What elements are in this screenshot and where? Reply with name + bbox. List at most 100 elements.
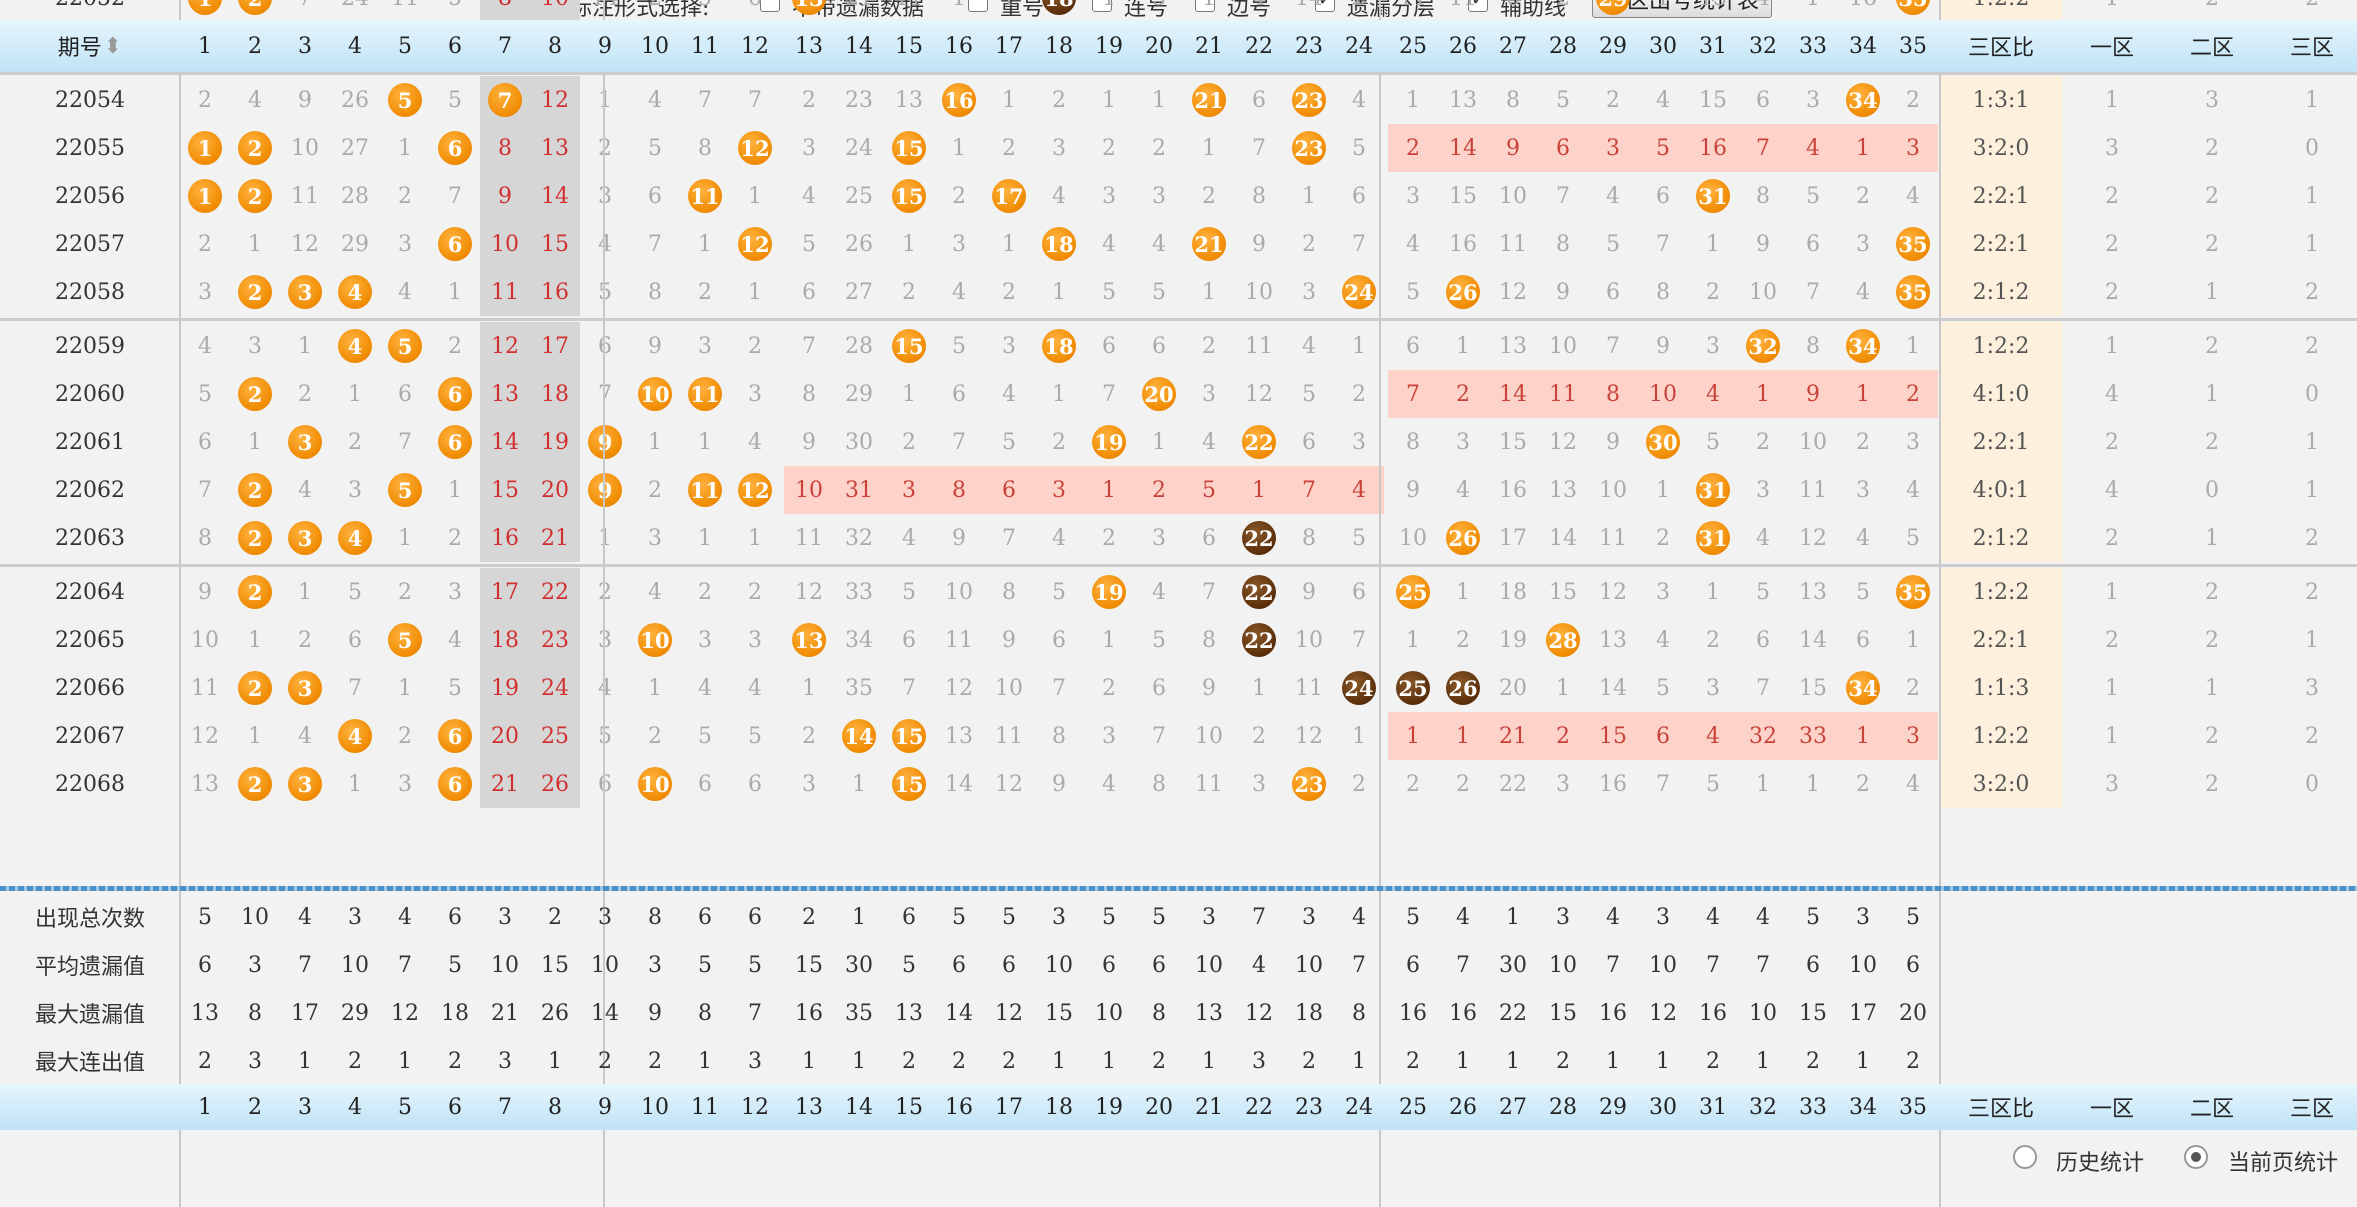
omission-value: 1 [1002,0,1016,11]
omission-value: 6 [1052,627,1066,653]
issue-header[interactable]: 期号 ⬍ [0,20,180,72]
omission-value: 30 [845,429,873,455]
omission-value: 10 [1549,333,1577,359]
drawn-number-ball: 12 [738,473,772,507]
number-cell: 2 [280,370,330,418]
number-cell: 10 [630,370,680,418]
drawn-number-ball: 2 [238,671,272,705]
toolbar-checkbox[interactable] [1315,0,1335,12]
number-cell: 2 [230,268,280,316]
omission-value: 4 [298,477,312,503]
toolbar-option-label[interactable]: 连号 [1124,0,1169,20]
zone-count: 1 [2105,87,2119,113]
toolbar-checkbox[interactable] [760,0,780,12]
number-cell: 7 [1788,268,1838,316]
omission-value: 5 [1102,279,1116,305]
omission-value: 6 [1202,525,1216,551]
omission-value: 5 [1002,429,1016,455]
sort-icon[interactable]: ⬍ [103,33,123,59]
drawn-number-ball: 34 [1846,671,1880,705]
toolbar-option-label[interactable]: 重号 [1000,0,1045,20]
number-cell: 34 [834,616,884,664]
history-stats-label[interactable]: 历史统计 [2056,1151,2145,1176]
drawn-number-ball: 35 [1896,275,1930,309]
number-cell: 22 [1488,760,1538,808]
toolbar-option-label[interactable]: 边号 [1227,0,1272,20]
drawn-number-ball: 35 [1896,227,1930,261]
number-cell: 5 [1334,514,1384,562]
number-cell: 6 [1334,568,1384,616]
number-header: 1 [198,33,212,59]
omission-value: 33 [845,579,873,605]
current-page-stats-label[interactable]: 当前页统计 [2228,1151,2339,1176]
omission-value: 3 [1706,675,1720,701]
number-header: 11 [691,33,719,59]
toolbar-checkbox[interactable] [1092,0,1112,12]
number-cell: 2 [280,616,330,664]
toolbar-checkbox[interactable] [1468,0,1488,12]
omission-value: 1 [1456,579,1470,605]
number-header: 11 [691,1094,719,1120]
omission-value: 6 [1606,279,1620,305]
issue-header-label: 期号 [57,36,102,61]
number-cell: 5 [1838,568,1888,616]
number-cell: 4 [1284,322,1334,370]
omission-value: 4 [1352,477,1366,503]
zone-count: 1 [2305,183,2319,209]
zone-ratio: 1:3:1 [1940,76,2062,124]
omission-value: 3 [748,381,762,407]
drawn-number-ball: 18 [1042,329,1076,363]
omission-value: 8 [498,0,512,11]
history-stats-radio[interactable] [2013,1145,2037,1169]
omission-value: 2 [1152,477,1166,503]
stats-value: 29 [341,1000,369,1026]
current-page-stats-radio[interactable] [2184,1145,2208,1169]
omission-value: 2 [1152,135,1166,161]
number-cell: 4 [934,268,984,316]
zone-count: 1 [2205,525,2219,551]
omission-value: 2 [748,333,762,359]
omission-value: 8 [1406,429,1420,455]
zone-count: 0 [2305,381,2319,407]
omission-value: 28 [845,333,873,359]
toolbar-checkbox[interactable] [1195,0,1215,12]
stats-value: 5 [198,904,212,930]
omission-value: 13 [491,381,519,407]
toolbar-checkbox[interactable] [968,0,988,12]
omission-value: 1 [1456,333,1470,359]
number-cell: 27 [330,124,380,172]
stats-value: 2 [448,1048,462,1074]
drawn-number-ball: 26 [1446,671,1480,705]
omission-value: 5 [698,0,712,11]
number-cell: 8 [1588,370,1638,418]
number-cell: 2 [1688,616,1738,664]
number-header: 2 [248,33,262,59]
omission-value: 12 [1549,429,1577,455]
omission-value: 9 [1252,231,1266,257]
toolbar-option-label[interactable]: 不带遗漏数据 [792,0,925,20]
stats-value: 6 [198,952,212,978]
number-cell: 3 [1888,124,1938,172]
omission-value: 2 [698,279,712,305]
number-header: 33 [1799,33,1827,59]
number-cell: 6 [180,418,230,466]
omission-value: 16 [1599,771,1627,797]
omission-value: 9 [198,579,212,605]
toolbar-option-label[interactable]: 辅助线 [1500,0,1567,20]
drawn-number-ball: 4 [338,275,372,309]
omission-value: 9 [1002,627,1016,653]
omission-value: 5 [348,579,362,605]
drawn-number-ball: 15 [892,329,926,363]
issue-number: 22056 [55,183,125,209]
number-cell: 7 [380,418,430,466]
omission-value: 6 [1352,579,1366,605]
number-cell: 5 [1638,664,1688,712]
number-cell: 8 [1638,268,1688,316]
zone-stats-button[interactable]: 三区出号统计表 [1592,0,1773,18]
omission-value: 5 [1906,525,1920,551]
number-cell: 4 [1084,220,1134,268]
number-cell: 10 [630,760,680,808]
toolbar-option-label[interactable]: 遗漏分层 [1347,0,1436,20]
number-cell: 7 [580,370,630,418]
number-cell: 3 [1234,760,1284,808]
